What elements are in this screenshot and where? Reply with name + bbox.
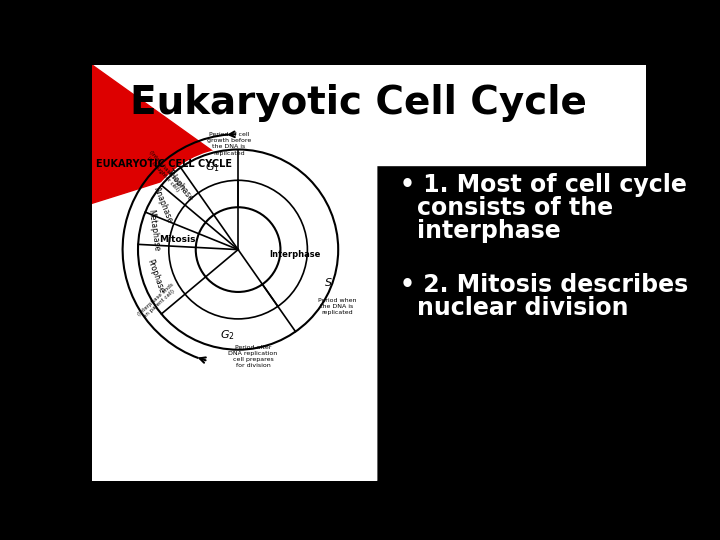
Polygon shape [92, 65, 647, 165]
Text: S: S [325, 278, 332, 287]
Text: Mitosis: Mitosis [158, 235, 195, 245]
Circle shape [137, 148, 340, 351]
Text: Telophase: Telophase [165, 167, 195, 202]
Text: Anaphase: Anaphase [152, 185, 175, 224]
Text: Period after
DNA replication
cell prepares
for division: Period after DNA replication cell prepar… [228, 345, 278, 368]
Circle shape [196, 207, 281, 292]
Text: $G_1$: $G_1$ [205, 160, 220, 174]
Text: nuclear division: nuclear division [417, 296, 629, 320]
Text: (Interphase ends
on parent cell): (Interphase ends on parent cell) [136, 282, 179, 322]
Polygon shape [92, 65, 377, 481]
Text: Period when
the DNA is
replicated: Period when the DNA is replicated [318, 298, 356, 315]
Text: consists of the: consists of the [417, 195, 613, 220]
Text: Eukaryotic Cell Cycle: Eukaryotic Cell Cycle [130, 84, 588, 122]
Text: Prophase: Prophase [145, 258, 166, 295]
Polygon shape [92, 65, 647, 161]
Text: interphase: interphase [417, 219, 560, 243]
Text: EUKARYOTIC CELL CYCLE: EUKARYOTIC CELL CYCLE [96, 159, 232, 168]
Text: Period of cell
growth before
the DNA is
repilcated: Period of cell growth before the DNA is … [207, 132, 251, 156]
Polygon shape [92, 65, 227, 204]
Text: $G_2$: $G_2$ [220, 328, 235, 342]
Text: • 1. Most of cell cycle: • 1. Most of cell cycle [400, 173, 687, 197]
Text: Interphase: Interphase [269, 250, 321, 259]
Text: (Interphase begins
in daughter cell): (Interphase begins in daughter cell) [143, 150, 186, 195]
Text: Metaphase: Metaphase [146, 208, 161, 252]
Text: • 2. Mitosis describes: • 2. Mitosis describes [400, 273, 688, 296]
